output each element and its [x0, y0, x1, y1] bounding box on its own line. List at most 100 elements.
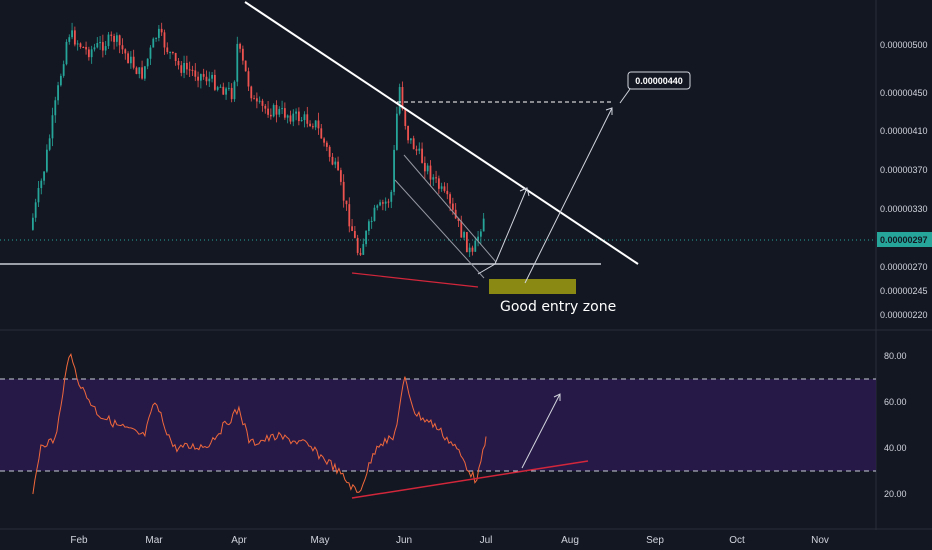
- candle-body: [401, 87, 404, 109]
- candle-body: [87, 49, 90, 58]
- price-tick-label: 0.00000500: [880, 40, 928, 50]
- current-price-tag-text: 0.00000297: [880, 235, 928, 245]
- candle-body: [180, 65, 183, 73]
- candle-body: [311, 126, 314, 128]
- rsi-arrowhead: [553, 393, 561, 401]
- candle-body: [54, 100, 57, 116]
- candle-body: [281, 108, 283, 110]
- candle-body: [171, 51, 174, 53]
- rsi-tick-label: 80.00: [884, 351, 907, 361]
- candle-body: [90, 49, 93, 58]
- candle-body: [143, 66, 146, 79]
- candle-body: [379, 202, 381, 206]
- candle-body: [454, 209, 457, 219]
- candle-body: [135, 67, 138, 74]
- candle-body: [191, 69, 194, 71]
- month-label: Oct: [729, 535, 745, 546]
- candle-body: [169, 51, 171, 53]
- month-label: Nov: [811, 535, 829, 546]
- candle-body: [387, 201, 390, 203]
- candle-body: [31, 217, 34, 230]
- candle-body: [166, 47, 169, 53]
- candle-body: [370, 220, 373, 222]
- target-callout-box: [627, 71, 691, 90]
- price-tick-label: 0.00000410: [880, 126, 928, 136]
- candle-body: [244, 60, 247, 72]
- candle-body: [367, 221, 370, 231]
- candle-body: [440, 186, 443, 189]
- candle-body: [202, 74, 205, 77]
- candle-body: [85, 47, 87, 50]
- candle-body: [303, 114, 306, 121]
- candle-body: [239, 43, 241, 49]
- candle-body: [306, 114, 309, 124]
- entry-zone-box: [489, 279, 576, 294]
- candle-body: [185, 62, 188, 70]
- rsi-line: [32, 353, 487, 495]
- candle-body: [73, 30, 76, 45]
- candle-body: [267, 108, 269, 115]
- candle-body: [261, 100, 264, 106]
- candle-body: [309, 123, 311, 127]
- entry-zone-annotation: Good entry zone: [500, 299, 616, 315]
- time-axis: Feb Mar Apr May Jun Jul Aug Sep Oct Nov: [70, 535, 829, 546]
- long-arrowhead: [605, 107, 613, 115]
- candle-body: [437, 178, 440, 189]
- candle-body: [149, 47, 152, 59]
- rsi-tick-label: 20.00: [884, 489, 907, 499]
- candle-body: [337, 161, 339, 171]
- candle-body: [82, 47, 85, 49]
- candle-body: [404, 108, 407, 126]
- price-low-trendline: [351, 272, 479, 288]
- month-label: Mar: [145, 535, 163, 546]
- candle-body: [314, 120, 317, 128]
- candle-body: [57, 85, 59, 101]
- candle-body: [278, 109, 281, 115]
- candle-body: [477, 236, 479, 241]
- candle-body: [286, 115, 289, 118]
- candle-body: [328, 146, 331, 157]
- candle-body: [155, 37, 157, 39]
- candle-body: [339, 170, 342, 182]
- candle-body: [118, 35, 121, 46]
- candle-body: [197, 76, 199, 81]
- candle-body: [342, 181, 345, 201]
- rsi-axis: 80.00 60.00 40.00 20.00: [884, 351, 907, 499]
- candle-body: [157, 28, 160, 38]
- candle-body: [423, 162, 426, 172]
- candle-body: [211, 74, 213, 79]
- candle-body: [297, 111, 300, 122]
- price-tick-label: 0.00000450: [880, 88, 928, 98]
- candle-body: [233, 81, 236, 100]
- candle-body: [359, 252, 362, 255]
- candle-body: [241, 48, 244, 61]
- candle-body: [104, 46, 107, 51]
- candle-body: [463, 232, 465, 238]
- candle-body: [205, 76, 208, 82]
- candle-body: [107, 34, 110, 47]
- candle-body: [183, 62, 185, 73]
- candle-body: [160, 28, 163, 33]
- candle-body: [356, 237, 359, 253]
- candle-body: [418, 148, 421, 151]
- candle-body: [230, 87, 233, 100]
- descending-trendline: [244, 1, 639, 265]
- candle-body: [65, 41, 68, 65]
- candle-body: [460, 220, 463, 238]
- candle-body: [398, 87, 401, 114]
- price-tick-label: 0.00000270: [880, 262, 928, 272]
- candle-body: [435, 177, 437, 179]
- candle-body: [34, 202, 37, 218]
- month-label: Jun: [396, 535, 412, 546]
- month-label: Feb: [70, 535, 88, 546]
- candle-body: [115, 35, 118, 42]
- rsi-support-trendline: [351, 460, 589, 499]
- month-label: Sep: [646, 535, 664, 546]
- rsi-arrow: [521, 393, 561, 469]
- candle-body: [96, 43, 99, 48]
- candle-body: [132, 56, 135, 68]
- candlestick-series: [31, 22, 485, 258]
- channel-upper-line: [403, 154, 497, 263]
- candle-body: [345, 200, 348, 205]
